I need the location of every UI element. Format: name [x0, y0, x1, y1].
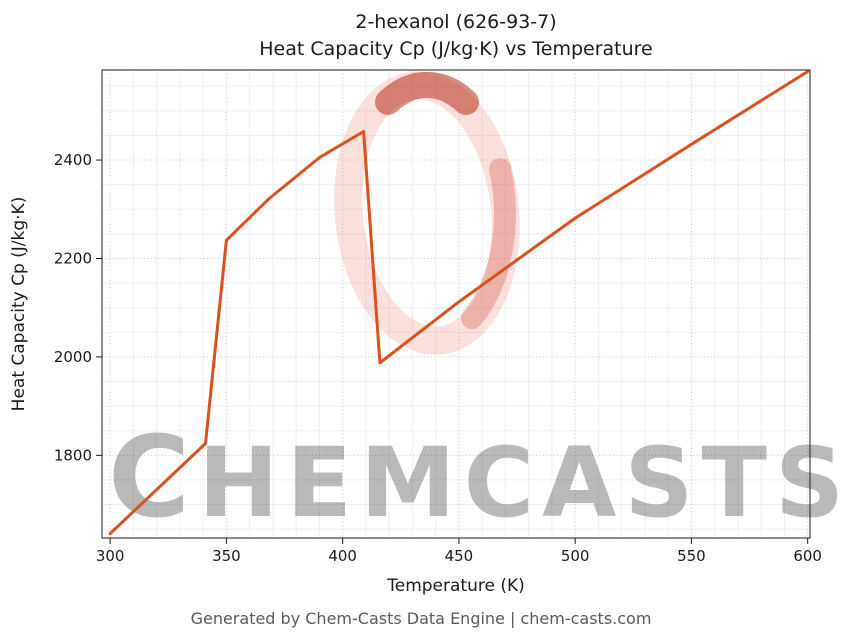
plot-border [101, 69, 811, 539]
x-tick-label: 600 [793, 547, 822, 565]
x-tick-label: 550 [677, 547, 706, 565]
y-tick-label: 2400 [54, 151, 92, 169]
watermark-swoosh-icon [375, 71, 479, 115]
y-tick-label: 2000 [54, 348, 92, 366]
watermark-swoosh-right-icon [461, 158, 516, 329]
y-tick-label: 1800 [54, 446, 92, 464]
x-axis-label: Temperature (K) [386, 576, 525, 596]
chart-title-line1: 2-hexanol (626-93-7) [355, 11, 556, 33]
series-layer [108, 70, 810, 536]
cp-series-line [108, 70, 810, 536]
y-axis-label: Heat Capacity Cp (J/kg·K) [9, 197, 29, 412]
watermark-text: CHEMCASTS [108, 413, 843, 543]
chart-title-line2: Heat Capacity Cp (J/kg·K) vs Temperature [259, 38, 653, 60]
watermark-text-rest: HEMCASTS [198, 427, 843, 539]
x-tick-label: 350 [212, 547, 241, 565]
x-tick-label: 450 [445, 547, 474, 565]
x-tick-label: 400 [328, 547, 357, 565]
x-tick-label: 300 [96, 547, 125, 565]
axes-layer: 300 350 400 450 500 550 600 1800 2000 2200 2400 [54, 69, 822, 565]
y-tick-label: 2200 [54, 249, 92, 267]
x-tick-label: 500 [561, 547, 590, 565]
grid-layer [102, 70, 810, 538]
footer-credit: Generated by Chem-Casts Data Engine | ch… [191, 609, 652, 628]
